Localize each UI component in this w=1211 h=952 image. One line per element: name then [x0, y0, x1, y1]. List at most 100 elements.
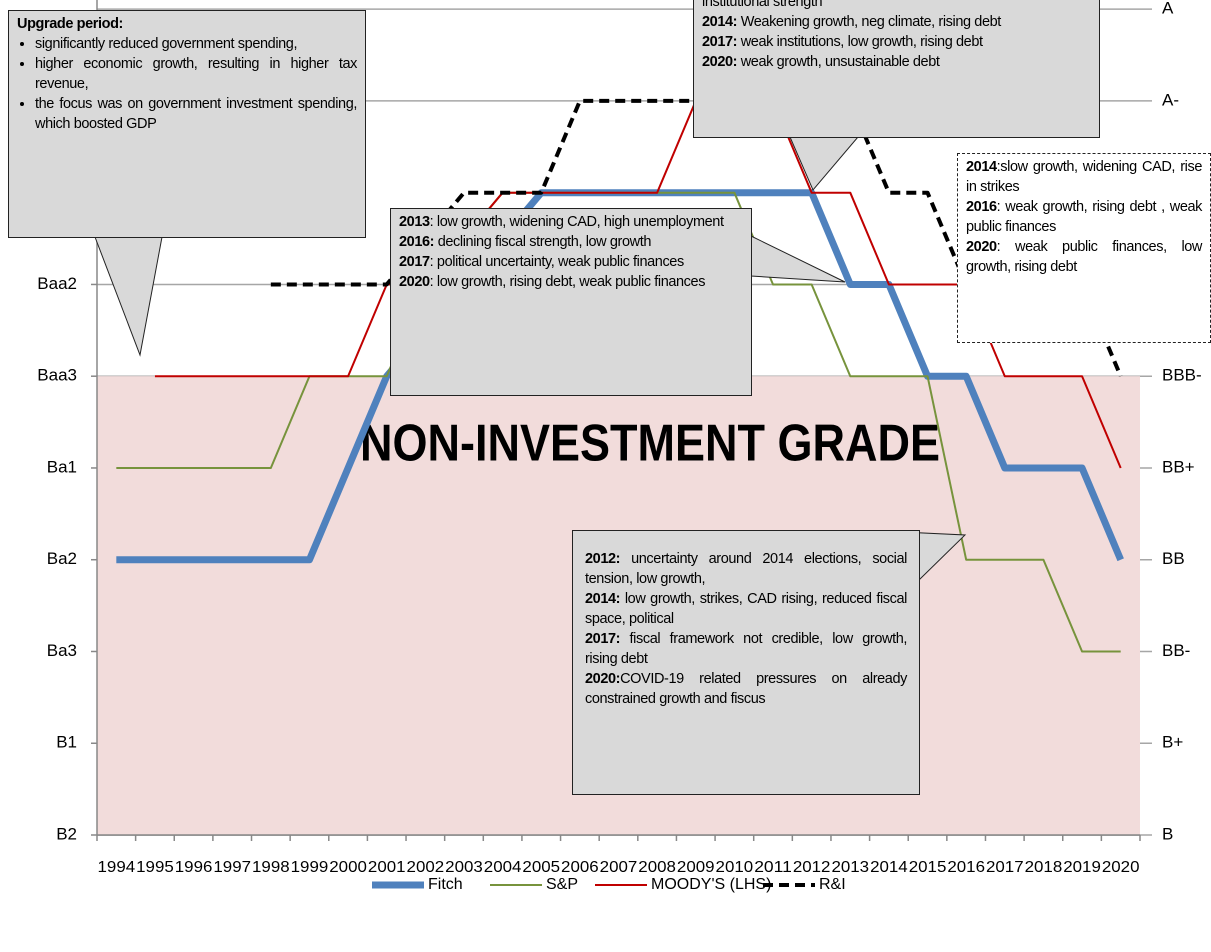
x-tick-label: 2004 — [484, 859, 522, 876]
legend-label: S&P — [546, 876, 578, 893]
item-lead: 2020: — [585, 671, 621, 687]
callout: 2014:slow growth, widening CAD, rise in … — [957, 153, 1211, 343]
bullet-list: significantly reduced government spendin… — [17, 34, 357, 134]
callout: 2013: low growth, widening CAD, high une… — [390, 208, 752, 396]
item-text: : low growth, rising debt, weak public f… — [429, 274, 706, 290]
x-tick-label: 2013 — [831, 859, 869, 876]
item-lead: 2017: — [702, 34, 738, 50]
y-tick-label: Baa2 — [37, 274, 77, 293]
item-text: declining fiscal strength, low growth — [434, 234, 652, 250]
x-tick-label: 2000 — [329, 859, 367, 876]
item-text: : political uncertainty, weak public fin… — [429, 254, 685, 270]
legend-label: Fitch — [428, 876, 463, 893]
region-label: NON-INVESTMENT GRADE — [360, 415, 940, 473]
item-lead: 2013 — [399, 214, 430, 230]
callout-item: 2020: weak public finances, low growth, … — [966, 237, 1202, 277]
callout-item: 2020: low growth, rising debt, weak publ… — [399, 272, 743, 292]
x-tick-label: 2019 — [1063, 859, 1101, 876]
x-tick-label: 2003 — [445, 859, 483, 876]
x-tick-label: 2015 — [909, 859, 947, 876]
y2-tick-label: B+ — [1162, 733, 1183, 752]
x-tick-label: 1999 — [291, 859, 329, 876]
callout-item: 2017: weak institutions, low growth, ris… — [702, 32, 1091, 52]
bullet: higher economic growth, resulting in hig… — [35, 54, 357, 94]
callout-item: 2014: Weakening growth, neg climate, ris… — [702, 12, 1091, 32]
item-lead: 2016: — [399, 234, 435, 250]
y2-tick-label: B — [1162, 824, 1173, 843]
callout-item: 2017: fiscal framework not credible, low… — [585, 629, 907, 669]
y-tick-label: Baa3 — [37, 366, 77, 385]
x-tick-label: 2002 — [407, 859, 445, 876]
callout-item: 2014:slow growth, widening CAD, rise in … — [966, 157, 1202, 197]
x-tick-label: 1995 — [136, 859, 174, 876]
x-tick-label: 1998 — [252, 859, 290, 876]
y-tick-label: B1 — [56, 733, 77, 752]
item-lead: 2017 — [399, 254, 430, 270]
item-lead: 2020: — [702, 54, 738, 70]
callout-item: 2016: declining fiscal strength, low gro… — [399, 232, 743, 252]
x-tick-label: 2005 — [522, 859, 560, 876]
x-tick-label: 1996 — [175, 859, 213, 876]
y2-tick-label: BBB- — [1162, 366, 1202, 385]
item-text: : weak public finances, low growth, risi… — [966, 239, 1202, 275]
item-lead: 2016 — [966, 199, 997, 215]
bullet: significantly reduced government spendin… — [35, 34, 357, 54]
callout: 2012: uncertainty around 2014 elections,… — [572, 530, 920, 795]
x-tick-label: 2017 — [986, 859, 1024, 876]
y2-tick-label: A — [1162, 0, 1174, 18]
item-text: Weakening growth, neg climate, rising de… — [737, 14, 1002, 30]
item-lead: 2014: — [702, 14, 738, 30]
y-tick-label: Ba2 — [47, 549, 77, 568]
callout: Upgrade period: significantly reduced gov… — [8, 10, 366, 238]
x-tick-label: 2009 — [677, 859, 715, 876]
item-text: institutional strength — [702, 0, 823, 10]
x-tick-label: 2006 — [561, 859, 599, 876]
item-text: : weak growth, rising debt , weak public… — [966, 199, 1202, 235]
legend-label: R&I — [819, 876, 846, 893]
item-text: uncertainty around 2014 elections, socia… — [585, 551, 907, 587]
x-tick-label: 2007 — [600, 859, 638, 876]
item-text: : low growth, widening CAD, high unemplo… — [429, 214, 724, 230]
x-tick-label: 2001 — [368, 859, 406, 876]
x-tick-label: 2018 — [1025, 859, 1063, 876]
x-tick-label: 1997 — [213, 859, 251, 876]
item-lead: 2020 — [399, 274, 430, 290]
callout-item: 2020:COVID-19 related pressures on alrea… — [585, 669, 907, 709]
item-lead: 2014: — [585, 591, 621, 607]
x-tick-label: 2011 — [754, 859, 792, 876]
item-text: fiscal framework not credible, low growt… — [585, 631, 907, 667]
x-tick-label: 2016 — [947, 859, 985, 876]
callout: institutional strength 2014: Weakening gr… — [693, 0, 1100, 138]
x-tick-label: 1994 — [98, 859, 136, 876]
callout-item: 2017: political uncertainty, weak public… — [399, 252, 743, 272]
item-text: weak institutions, low growth, rising de… — [737, 34, 983, 50]
callout-item: 2013: low growth, widening CAD, high une… — [399, 212, 743, 232]
y2-tick-label: BB — [1162, 549, 1185, 568]
x-tick-label: 2020 — [1102, 859, 1140, 876]
callout-title: Upgrade period: — [17, 16, 123, 32]
callout-item: 2014: low growth, strikes, CAD rising, r… — [585, 589, 907, 629]
item-lead: 2014 — [966, 159, 997, 175]
item-lead: 2020 — [966, 239, 997, 255]
x-tick-label: 2012 — [793, 859, 831, 876]
callout-item: institutional strength — [702, 0, 1091, 12]
item-text: COVID-19 related pressures on already co… — [585, 671, 907, 707]
item-lead: 2012: — [585, 551, 621, 567]
y2-tick-label: BB- — [1162, 641, 1190, 660]
item-text: low growth, strikes, CAD rising, reduced… — [585, 591, 907, 627]
x-tick-label: 2014 — [870, 859, 908, 876]
x-tick-label: 2008 — [638, 859, 676, 876]
item-text: weak growth, unsustainable debt — [737, 54, 940, 70]
y2-tick-label: A- — [1162, 90, 1179, 109]
x-tick-label: 2010 — [716, 859, 754, 876]
legend-label: MOODY'S (LHS) — [651, 876, 771, 893]
item-text: :slow growth, widening CAD, rise in stri… — [966, 159, 1202, 195]
callout-item: 2020: weak growth, unsustainable debt — [702, 52, 1091, 72]
y-tick-label: B2 — [56, 824, 77, 843]
y2-tick-label: BB+ — [1162, 457, 1195, 476]
item-lead: 2017: — [585, 631, 621, 647]
bullet: the focus was on government investment s… — [35, 94, 357, 134]
y-tick-label: Ba3 — [47, 641, 77, 660]
callout-item: 2012: uncertainty around 2014 elections,… — [585, 549, 907, 589]
